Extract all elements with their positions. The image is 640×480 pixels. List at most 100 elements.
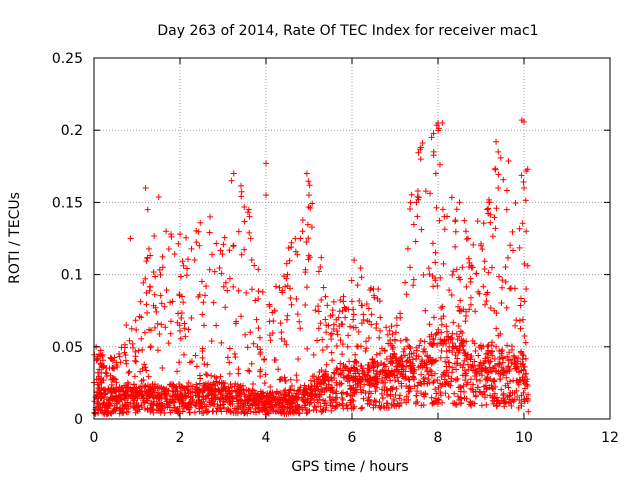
data-point xyxy=(384,387,391,394)
data-point xyxy=(107,387,114,394)
data-point xyxy=(459,264,466,271)
data-point xyxy=(142,382,149,389)
data-point xyxy=(333,342,340,349)
data-point xyxy=(226,275,233,282)
data-point xyxy=(422,188,429,195)
data-point xyxy=(452,377,459,384)
data-point xyxy=(356,297,363,304)
data-point xyxy=(220,241,227,248)
data-point xyxy=(492,165,499,172)
data-point xyxy=(325,385,332,392)
data-point xyxy=(174,390,181,397)
data-point xyxy=(195,403,202,410)
data-point xyxy=(483,350,490,357)
data-point xyxy=(209,395,216,402)
data-point xyxy=(489,352,496,359)
data-point xyxy=(401,345,408,352)
data-point xyxy=(178,310,185,316)
data-point xyxy=(433,330,440,337)
data-point xyxy=(388,323,395,330)
data-point xyxy=(518,367,525,374)
data-point xyxy=(414,398,421,405)
data-point xyxy=(523,168,530,174)
data-point xyxy=(250,381,257,388)
data-point xyxy=(339,341,346,348)
data-point xyxy=(303,284,310,291)
data-point xyxy=(373,370,380,377)
data-point xyxy=(403,399,410,406)
data-point xyxy=(505,384,512,391)
data-point xyxy=(406,343,413,350)
data-point xyxy=(198,404,205,411)
data-point xyxy=(406,376,413,383)
data-point xyxy=(383,386,390,393)
data-point xyxy=(133,358,140,365)
data-point xyxy=(426,321,433,328)
data-point xyxy=(147,408,154,415)
data-point xyxy=(272,283,279,290)
data-point xyxy=(286,387,293,394)
data-point xyxy=(261,380,268,387)
data-point xyxy=(310,351,317,358)
data-point xyxy=(367,398,374,405)
data-point xyxy=(500,176,507,183)
data-point xyxy=(407,264,414,271)
data-point xyxy=(180,262,187,269)
data-point xyxy=(113,359,120,366)
data-point xyxy=(470,241,477,248)
data-point xyxy=(312,404,319,411)
data-point xyxy=(323,361,330,368)
data-point xyxy=(334,402,341,409)
data-point xyxy=(158,300,165,307)
data-point xyxy=(448,378,455,385)
data-point xyxy=(468,262,475,269)
data-point xyxy=(221,234,228,241)
data-point xyxy=(213,378,220,385)
data-point xyxy=(125,381,132,388)
data-point xyxy=(426,340,433,347)
data-point xyxy=(391,397,398,404)
data-point xyxy=(430,130,437,137)
data-point xyxy=(177,231,183,238)
data-point xyxy=(311,403,318,410)
data-point xyxy=(324,302,331,309)
data-point xyxy=(176,359,183,366)
data-point xyxy=(505,157,512,164)
data-point xyxy=(103,396,110,403)
data-point xyxy=(414,382,421,389)
data-point xyxy=(406,206,413,213)
data-point xyxy=(360,311,367,318)
data-point xyxy=(96,373,103,380)
data-point xyxy=(235,366,242,373)
data-point xyxy=(283,260,290,267)
data-point xyxy=(445,359,452,366)
data-point xyxy=(218,408,225,415)
data-point xyxy=(245,367,252,374)
data-point xyxy=(362,390,369,397)
data-point xyxy=(463,313,470,320)
data-point xyxy=(424,367,431,374)
data-point xyxy=(142,364,149,371)
data-point xyxy=(255,288,262,295)
data-point xyxy=(187,359,194,366)
data-point xyxy=(315,325,322,332)
data-point xyxy=(276,284,283,291)
data-point xyxy=(380,379,387,386)
data-point xyxy=(95,403,102,410)
data-point xyxy=(453,266,460,273)
data-point xyxy=(119,391,126,398)
data-point xyxy=(449,369,456,376)
data-point xyxy=(487,304,494,311)
data-point xyxy=(441,338,448,345)
x-tick-label: 6 xyxy=(348,430,357,446)
data-point xyxy=(230,283,237,290)
data-point xyxy=(361,381,368,388)
data-point xyxy=(516,397,523,404)
data-point xyxy=(353,343,360,350)
data-point xyxy=(351,358,358,365)
data-point xyxy=(175,310,182,317)
data-point xyxy=(524,262,531,269)
data-point xyxy=(407,368,414,375)
data-point xyxy=(522,355,529,362)
data-point xyxy=(152,273,159,280)
